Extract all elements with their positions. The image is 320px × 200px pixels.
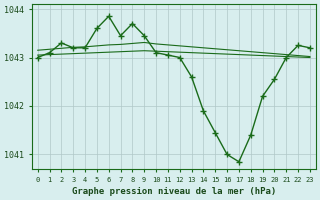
X-axis label: Graphe pression niveau de la mer (hPa): Graphe pression niveau de la mer (hPa) [72, 187, 276, 196]
